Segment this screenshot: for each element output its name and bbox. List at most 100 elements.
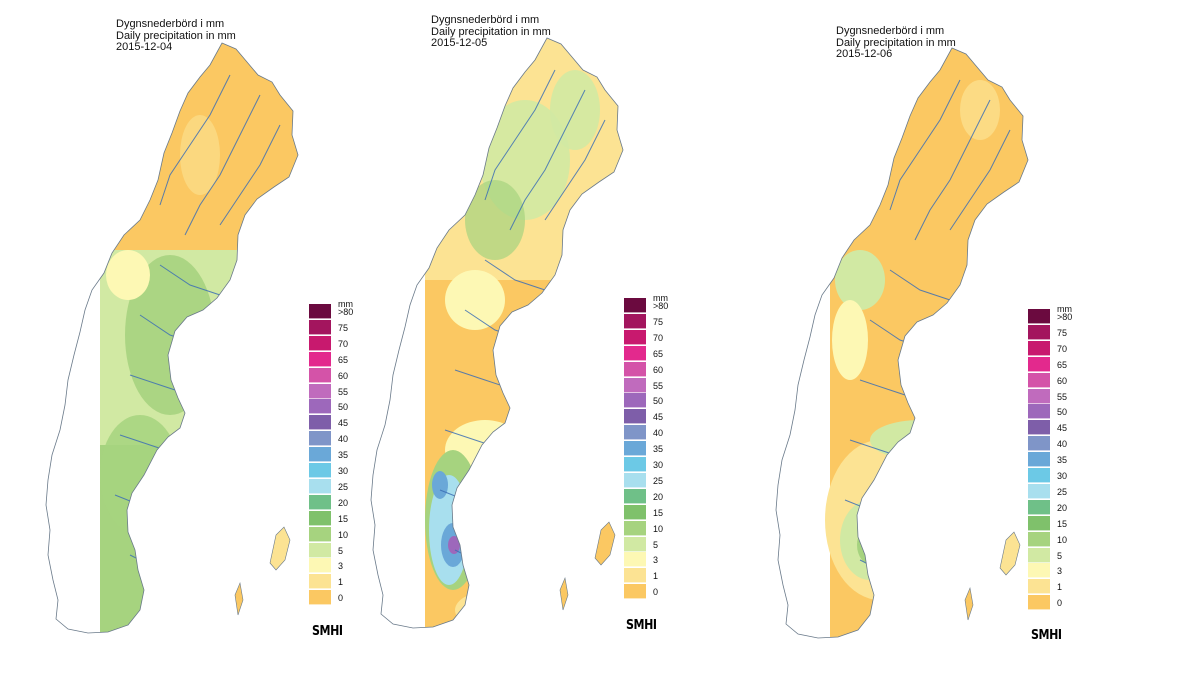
title-english: Daily precipitation in mm [431,25,551,38]
legend-label: 75 [1057,327,1068,338]
legend-swatch [624,536,646,552]
legend-swatch [1028,468,1050,483]
sweden-precipitation-map [45,42,299,634]
legend-label: >80 [653,301,669,311]
legend-label: 50 [338,402,349,413]
legend-swatch [624,298,646,313]
legend-label: 60 [1057,375,1068,386]
legend-swatch [309,431,331,447]
legend-swatch [309,319,331,335]
map-date: 2015-12-05 [431,37,488,49]
legend-swatch [309,383,331,399]
legend-swatch [309,526,331,542]
legend-swatch [1028,483,1050,499]
legend-label: 55 [1057,391,1068,402]
legend-label: 70 [1057,343,1068,354]
legend-label: 1 [338,577,344,588]
legend-label: 75 [653,316,664,327]
legend-label: 40 [338,434,349,445]
legend-swatch [624,520,646,536]
legend-swatch [309,463,331,478]
legend-label: 1 [1057,582,1063,593]
region-south [470,490,540,570]
legend-swatch [1028,388,1050,404]
sweden-precipitation-map [370,37,624,629]
legend-swatch [1028,515,1050,531]
legend-unit: mm [653,293,668,303]
legend-label: 60 [338,370,349,381]
region-east-coast [520,460,570,540]
legend-swatch [1028,324,1050,340]
legend-label: 15 [653,507,664,518]
legend-label: 0 [1057,598,1063,609]
smhi-logo: SMHI [312,624,343,639]
legend-swatch [1028,404,1050,420]
legend-swatch [1028,309,1050,324]
legend-swatch [624,441,646,457]
oland-island [964,586,974,621]
legend-label: 30 [1057,471,1068,481]
legend-swatch [309,367,331,383]
legend-unit: mm [1057,304,1072,314]
legend-swatch [624,409,646,425]
legend-swatch [624,329,646,345]
legend-swatch [624,504,646,520]
legend-label: 35 [653,444,664,455]
legend-label: 3 [338,561,344,572]
legend-unit: mm [338,299,353,309]
legend-label: 40 [1057,439,1068,450]
legend-swatch [309,494,331,510]
legend-swatch [1028,531,1050,547]
map-panel-2015-12-04: Dygnsnederbörd i mm Daily precipitation … [0,0,395,680]
map-title: Dygnsnederbörd i mm Daily precipitation … [836,25,956,61]
legend-label: 5 [653,539,659,550]
legend-label: 20 [338,497,349,508]
legend-swatch [309,304,331,319]
legend-swatch [309,478,331,494]
legend-label: 15 [338,513,349,524]
legend-swatch [309,542,331,558]
legend-swatch [309,590,331,606]
legend-label: 25 [1057,486,1068,497]
smhi-logo: SMHI [626,618,657,633]
legend-swatch [624,345,646,361]
legend-label: 10 [338,529,349,540]
legend-label: 30 [653,460,664,470]
legend-swatch [1028,452,1050,468]
legend-swatch [624,377,646,393]
oland-island [559,576,569,611]
legend-label: 55 [338,386,349,397]
legend-label: 3 [653,555,659,566]
legend-swatch [1028,356,1050,372]
legend-label: >80 [1057,312,1073,322]
legend-swatch [624,457,646,472]
legend-swatch [624,313,646,329]
legend-label: 0 [653,587,659,598]
legend-swatch [624,361,646,377]
map-panel-2015-12-06: Dygnsnederbörd i mm Daily precipitation … [775,0,1181,680]
legend-swatch [1028,579,1050,595]
title-swedish: Dygnsnederbörd i mm [836,25,945,37]
oland-island [234,581,244,616]
title-swedish: Dygnsnederbörd i mm [431,14,540,26]
legend-swatch [1028,499,1050,515]
map-title: Dygnsnederbörd i mm Daily precipitation … [116,18,236,54]
country-outline [370,37,624,629]
legend-swatch [309,399,331,415]
legend-swatch [1028,420,1050,436]
legend-label: 70 [653,332,664,343]
legend-label: 20 [1057,502,1068,513]
region-east-coast [185,510,245,600]
legend-label: 65 [338,354,349,365]
legend-swatch [1028,436,1050,452]
legend-swatch [1028,563,1050,579]
legend-label: 60 [653,364,664,375]
legend-swatch [309,447,331,463]
gotland-island [999,531,1021,576]
legend-swatch [309,351,331,367]
legend-label: 45 [338,418,349,429]
legend-label: 35 [338,450,349,461]
legend-swatch [1028,372,1050,388]
smhi-logo: SMHI [1031,628,1062,643]
legend-label: 0 [338,593,344,604]
